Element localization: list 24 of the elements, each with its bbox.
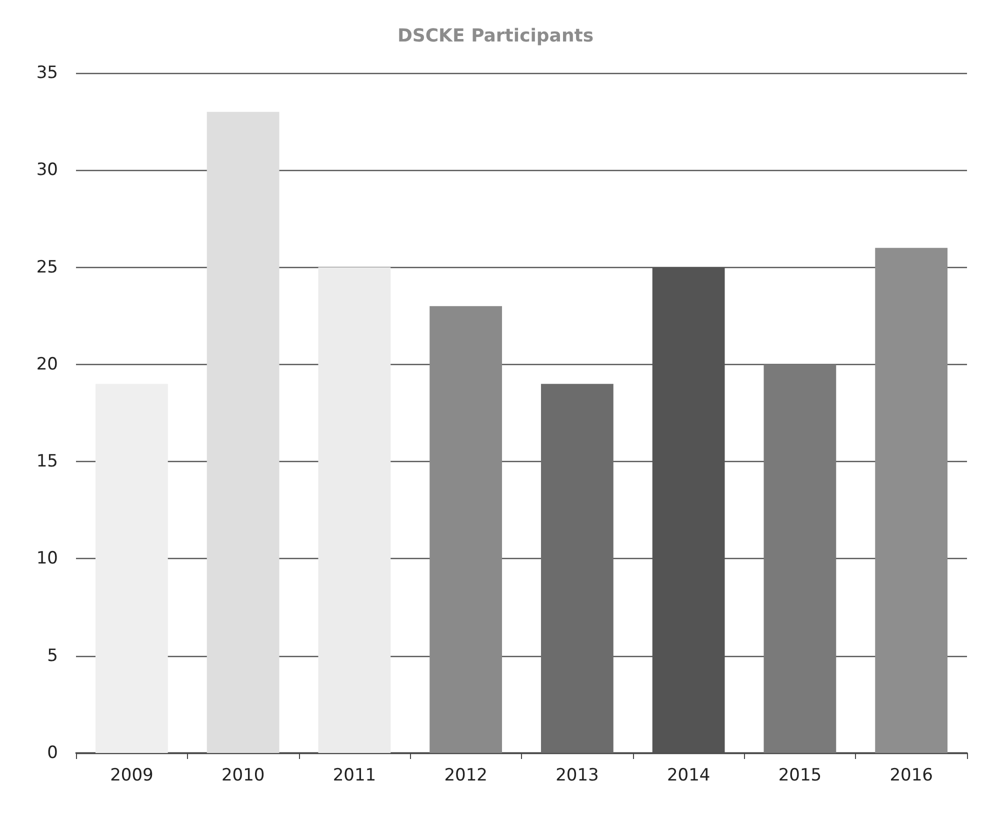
- x-tick-label: 2012: [444, 766, 488, 786]
- x-tick-label: 2016: [890, 766, 933, 786]
- bar: [875, 248, 948, 753]
- y-tick-label: 15: [36, 452, 58, 472]
- bar: [318, 267, 391, 753]
- x-tick-label: 2014: [666, 766, 710, 786]
- bar: [540, 384, 614, 753]
- y-tick-label: 35: [36, 63, 58, 83]
- bar: [95, 384, 168, 753]
- chart-title: DSCKE Participants: [397, 26, 594, 46]
- x-tick-label: 2013: [556, 766, 599, 786]
- y-tick-label: 0: [47, 743, 58, 763]
- x-tick-label: 2015: [778, 766, 822, 786]
- bar: [206, 112, 280, 753]
- y-tick-label: 10: [36, 548, 58, 569]
- x-tick-label: 2010: [221, 766, 265, 786]
- x-tick-label: 2011: [332, 766, 376, 786]
- y-tick-label: 30: [36, 160, 58, 180]
- y-tick-label: 5: [47, 646, 58, 666]
- bar: [764, 364, 836, 753]
- x-tick-label: 2009: [110, 766, 154, 786]
- bar: [430, 306, 502, 753]
- y-tick-label: 25: [36, 257, 58, 278]
- y-tick-label: 20: [36, 354, 58, 374]
